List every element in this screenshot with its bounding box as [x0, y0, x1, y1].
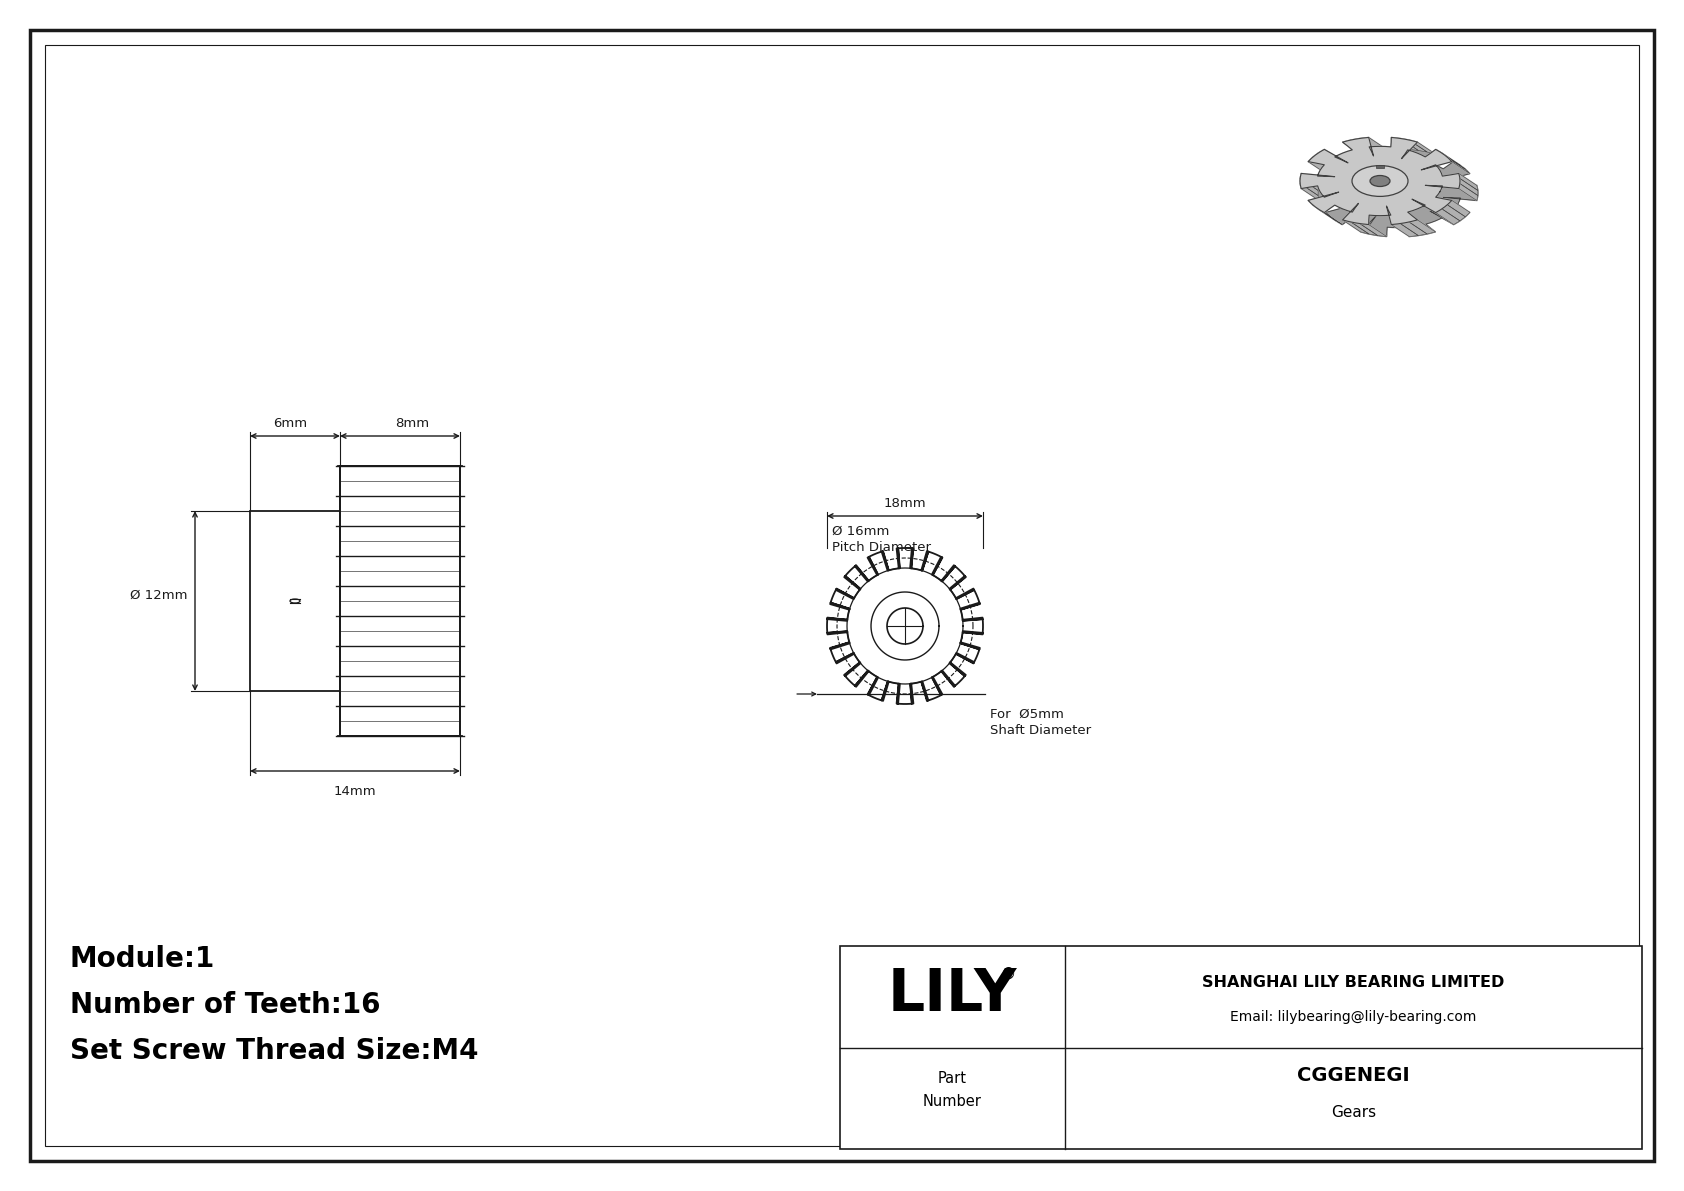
Polygon shape: [1436, 208, 1460, 225]
Polygon shape: [1319, 149, 1342, 166]
Polygon shape: [1410, 141, 1435, 154]
Text: 14mm: 14mm: [333, 785, 376, 798]
Text: 8mm: 8mm: [396, 417, 429, 430]
Text: Pitch Diameter: Pitch Diameter: [832, 541, 931, 554]
Text: 18mm: 18mm: [884, 497, 926, 510]
Polygon shape: [1308, 157, 1330, 174]
Text: Number of Teeth:16: Number of Teeth:16: [71, 991, 381, 1019]
Bar: [340, 466, 460, 736]
Polygon shape: [1300, 183, 1319, 200]
Polygon shape: [1442, 154, 1465, 169]
Text: Module:1: Module:1: [71, 944, 216, 973]
Polygon shape: [1359, 224, 1386, 237]
Polygon shape: [1436, 149, 1460, 166]
Polygon shape: [1351, 222, 1378, 236]
Text: Set Screw Thread Size:M4: Set Screw Thread Size:M4: [71, 1037, 478, 1065]
Text: Shaft Diameter: Shaft Diameter: [990, 723, 1091, 736]
Ellipse shape: [1371, 175, 1389, 187]
Polygon shape: [1300, 137, 1460, 225]
Text: Ø 16mm: Ø 16mm: [832, 525, 889, 538]
Text: Ø 12mm: Ø 12mm: [130, 588, 187, 601]
Bar: [840, 946, 1642, 1149]
Polygon shape: [1391, 137, 1418, 150]
Polygon shape: [1300, 174, 1319, 191]
Polygon shape: [1391, 224, 1418, 237]
Bar: [340, 466, 460, 736]
Polygon shape: [1342, 220, 1369, 233]
Polygon shape: [1314, 205, 1335, 220]
Polygon shape: [1442, 205, 1465, 220]
Polygon shape: [1458, 183, 1479, 200]
Ellipse shape: [1352, 166, 1408, 197]
Polygon shape: [1410, 220, 1435, 233]
Polygon shape: [1319, 208, 1342, 225]
Polygon shape: [1460, 179, 1479, 195]
Text: CGGENEGI: CGGENEGI: [1297, 1066, 1410, 1085]
Text: LILY: LILY: [887, 966, 1017, 1023]
Text: ®: ®: [1000, 967, 1015, 983]
Bar: [249, 511, 340, 691]
Ellipse shape: [290, 599, 300, 603]
Polygon shape: [1342, 141, 1369, 154]
Polygon shape: [1401, 138, 1426, 152]
Polygon shape: [1314, 154, 1335, 169]
Polygon shape: [1447, 200, 1470, 217]
Polygon shape: [1300, 179, 1319, 195]
Polygon shape: [1359, 137, 1386, 150]
Text: For  Ø5mm: For Ø5mm: [990, 707, 1064, 721]
Polygon shape: [1401, 222, 1426, 236]
Polygon shape: [1447, 157, 1470, 174]
Text: 6mm: 6mm: [273, 417, 306, 430]
Polygon shape: [1458, 174, 1479, 191]
Bar: [1376, 166, 1384, 168]
Polygon shape: [1319, 149, 1479, 237]
Polygon shape: [1351, 138, 1378, 152]
Text: Gears: Gears: [1330, 1105, 1376, 1120]
Text: Part
Number: Part Number: [923, 1071, 982, 1109]
Text: SHANGHAI LILY BEARING LIMITED: SHANGHAI LILY BEARING LIMITED: [1202, 975, 1504, 990]
Polygon shape: [1308, 200, 1330, 217]
Text: Email: lilybearing@lily-bearing.com: Email: lilybearing@lily-bearing.com: [1229, 1010, 1477, 1024]
